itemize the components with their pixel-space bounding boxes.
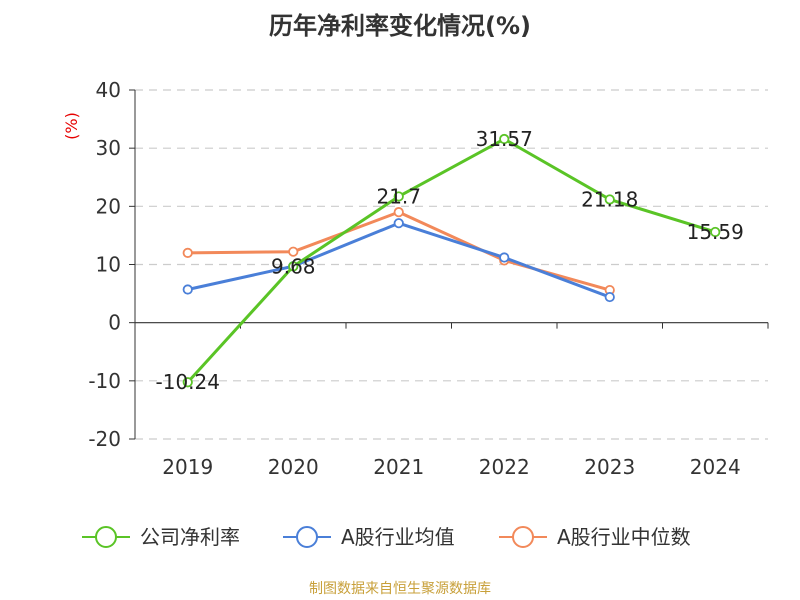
- legend-item-0: 公司净利率: [82, 525, 240, 549]
- legend: 公司净利率 A股行业均值 A股行业中位数: [82, 525, 691, 549]
- series-0-point: [604, 194, 615, 205]
- data-label-2020: 9.68: [271, 254, 316, 278]
- series-0-point: [393, 191, 404, 202]
- y-tick-label: 30: [96, 136, 121, 160]
- source-footer: 制图数据来自恒生聚源数据库: [309, 581, 491, 597]
- chart-title: 历年净利率变化情况(%): [269, 12, 531, 40]
- data-label-2023: 21.18: [581, 187, 638, 211]
- series-1-point: [499, 252, 510, 263]
- series-lines: [182, 133, 721, 388]
- y-tick-label: -20: [88, 427, 121, 451]
- series-0-point: [710, 226, 721, 238]
- axes: 40 30 20 10 0 -10 -20 2019 2020 2021 2022 2023 2024: [88, 78, 769, 479]
- data-label-2019: -10.24: [156, 370, 220, 394]
- y-tick-label: 10: [96, 253, 121, 277]
- data-labels: -10.24 9.68 21.7 31.57 21.18 15.59: [156, 127, 744, 394]
- legend-item-1: A股行业均值: [283, 525, 455, 549]
- x-tick-label-2024: 2024: [690, 455, 741, 479]
- series-2-point: [393, 207, 404, 218]
- series-1-point: [393, 218, 404, 229]
- x-tick-label-2020: 2020: [268, 455, 319, 479]
- legend-swatch-marker: [512, 526, 534, 548]
- y-axis-unit-label: (%): [62, 112, 81, 140]
- legend-label: 公司净利率: [140, 525, 240, 549]
- y-tick-label: 40: [96, 78, 121, 102]
- legend-item-2: A股行业中位数: [499, 525, 691, 549]
- series-0-point: [288, 261, 299, 272]
- y-tick-label: -10: [88, 369, 121, 393]
- series-1-point: [182, 284, 193, 295]
- series-line-0: [186, 137, 716, 384]
- y-tick-label: 0: [108, 311, 121, 335]
- grid-lines: [135, 89, 768, 440]
- series-line-1: [187, 221, 611, 299]
- x-tick-label-2019: 2019: [162, 455, 213, 479]
- series-2-point: [288, 246, 299, 257]
- series-2-point: [182, 247, 193, 258]
- data-label-2021: 21.7: [376, 184, 421, 208]
- y-tick-label: 20: [96, 194, 121, 218]
- data-label-2024: 15.59: [687, 220, 744, 244]
- legend-label: A股行业均值: [341, 525, 455, 549]
- legend-label: A股行业中位数: [557, 525, 691, 549]
- legend-swatch-marker: [296, 526, 318, 548]
- series-0-point: [499, 133, 510, 145]
- legend-swatch-marker: [95, 526, 117, 548]
- series-1-point: [604, 291, 615, 303]
- series-0-point: [182, 377, 193, 388]
- x-tick-label-2022: 2022: [479, 455, 530, 479]
- data-label-2022: 31.57: [476, 127, 533, 151]
- x-tick-label-2021: 2021: [373, 455, 424, 479]
- x-tick-label-2023: 2023: [584, 455, 635, 479]
